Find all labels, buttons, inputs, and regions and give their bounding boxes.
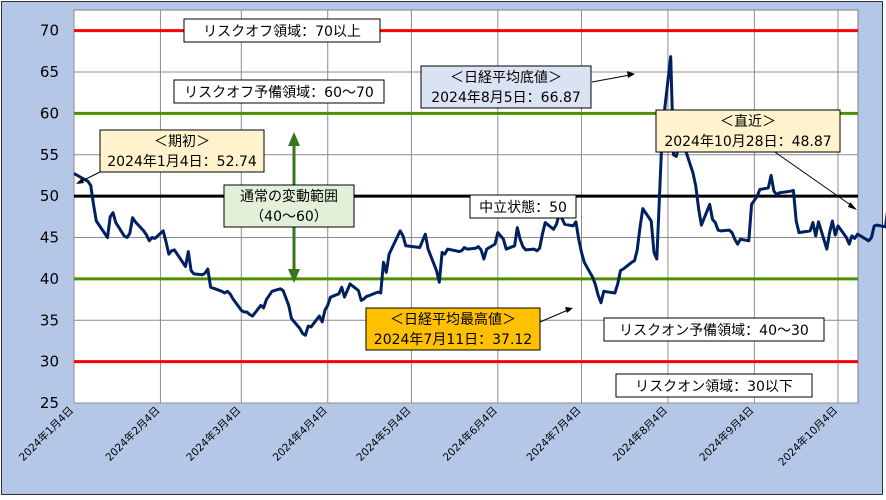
riskoff-zone-text: リスクオフ領域：70以上 [203,23,361,40]
neutral-text: 中立状態：50 [479,200,567,216]
y-tick-label: 40 [40,270,59,288]
series-line [73,55,886,337]
y-tick-label: 30 [40,353,59,371]
riskon-zone-label: リスクオン領域：30以下 [615,373,813,398]
x-tick-label: 2024年6月4日 [440,404,500,464]
x-axis-ticks: 2024年1月4日 2024年2月4日 2024年3月4日 2024年4月4日 2024… [16,404,840,469]
riskoff-zone-label: リスクオフ領域：70以上 [183,18,381,43]
x-tick-label: 2024年5月4日 [354,404,414,464]
y-axis-ticks: 25 30 35 40 45 50 55 60 65 70 [40,22,59,412]
x-tick-label: 2024年9月4日 [697,404,757,464]
y-tick-label: 60 [40,104,59,122]
normal-range-value: （40～60） [250,209,328,225]
recent-callout-value: 2024年10月28日：48.87 [664,134,831,150]
high-callout: ＜日経平均最高値＞ 2024年7月11日：37.12 [365,307,541,351]
x-tick-label: 2024年4月4日 [270,404,330,464]
start-callout: ＜期初＞ 2024年1月4日：52.74 [99,129,265,173]
y-tick-label: 45 [40,229,59,247]
callout-arrows [76,71,857,323]
normal-range-callout: 通常の変動範囲 （40～60） [223,184,355,228]
y-tick-label: 55 [40,146,59,164]
high-callout-title: ＜日経平均最高値＞ [390,311,516,328]
bottom-callout: ＜日経平均底値＞ 2024年8月5日：66.87 [420,65,592,109]
bottom-callout-value: 2024年8月5日：66.87 [431,90,581,106]
riskon-reserve-label: リスクオン予備領域：40～30 [603,317,825,342]
recent-callout-title: ＜直近＞ [720,113,776,130]
start-callout-value: 2024年1月4日：52.74 [107,154,257,170]
y-tick-label: 50 [40,187,59,205]
x-tick-label: 2024年2月4日 [103,404,163,464]
x-tick-label: 2024年1月4日 [16,404,76,464]
y-tick-label: 70 [40,22,59,40]
x-tick-label: 2024年8月4日 [610,404,670,464]
riskoff-reserve-label: リスクオフ予備領域：60～70 [173,79,385,104]
riskon-reserve-text: リスクオン予備領域：40～30 [619,322,809,339]
recent-callout: ＜直近＞ 2024年10月28日：48.87 [655,109,841,153]
start-callout-title: ＜期初＞ [154,133,210,150]
normal-range-title: 通常の変動範囲 [240,188,338,205]
high-callout-value: 2024年7月11日：37.12 [374,332,532,348]
riskon-zone-text: リスクオン領域：30以下 [635,378,793,395]
riskoff-reserve-text: リスクオフ予備領域：60～70 [184,84,374,101]
y-tick-label: 65 [40,63,59,81]
bottom-callout-title: ＜日経平均底値＞ [450,70,562,86]
neutral-label: 中立状態：50 [469,194,577,219]
y-tick-label: 35 [40,311,59,329]
x-tick-label: 2024年7月4日 [524,404,584,464]
x-tick-label: 2024年3月4日 [184,404,244,464]
series-group [73,55,886,337]
y-tick-label: 25 [40,394,59,412]
x-tick-label: 2024年10月4日 [776,404,841,469]
